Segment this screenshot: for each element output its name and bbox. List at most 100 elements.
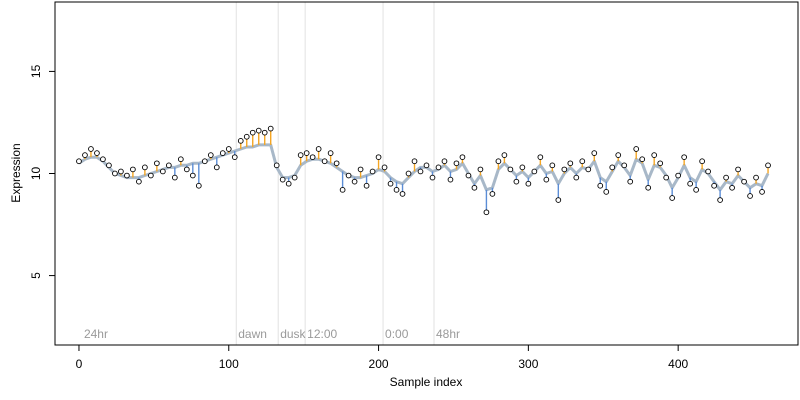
data-point <box>705 168 711 175</box>
data-point <box>729 184 735 191</box>
data-point <box>411 158 418 165</box>
data-point <box>369 168 376 175</box>
data-point <box>237 137 244 144</box>
data-point <box>429 174 436 181</box>
data-point <box>495 158 502 165</box>
data-point <box>309 154 316 161</box>
data-point <box>447 176 454 183</box>
phase-label: 24hr <box>84 327 108 341</box>
data-point <box>82 152 88 158</box>
data-point <box>154 160 160 167</box>
data-point <box>177 156 184 163</box>
data-point <box>699 158 705 165</box>
data-point <box>585 166 592 173</box>
data-point <box>669 195 676 201</box>
data-point <box>531 168 538 175</box>
data-point <box>687 180 693 187</box>
y-axis-title: Expression <box>9 143 23 202</box>
data-point <box>88 146 94 152</box>
x-axis: 0 100 200 300 400 <box>76 344 688 371</box>
phase-label: 12:00 <box>307 327 337 341</box>
data-point <box>387 180 394 187</box>
y-tick-label: 5 <box>29 272 43 279</box>
data-point <box>261 129 268 136</box>
data-point <box>681 154 688 161</box>
data-point <box>741 178 747 185</box>
data-point <box>381 164 388 171</box>
data-point <box>621 162 628 169</box>
data-point <box>112 170 118 177</box>
data-point <box>651 152 658 158</box>
data-point <box>130 166 136 173</box>
data-point <box>711 182 717 189</box>
data-point <box>213 164 220 171</box>
data-point <box>693 186 699 193</box>
data-point <box>573 174 580 181</box>
data-point <box>249 129 256 136</box>
data-point <box>747 193 753 199</box>
data-point <box>633 146 640 152</box>
data-point <box>597 182 604 189</box>
data-point <box>507 166 514 173</box>
data-point <box>717 197 723 203</box>
data-point <box>165 162 172 169</box>
data-point <box>363 182 370 189</box>
data-point <box>106 162 112 169</box>
data-point <box>735 166 741 173</box>
x-tick-label: 0 <box>76 357 83 371</box>
data-point <box>525 180 532 187</box>
data-point <box>627 178 634 185</box>
data-point <box>375 154 382 161</box>
x-axis-title: Sample index <box>390 375 463 389</box>
fitted-curve <box>78 143 770 192</box>
data-point <box>549 162 556 169</box>
data-point <box>723 174 729 181</box>
data-point <box>357 166 364 173</box>
data-point <box>339 186 346 193</box>
data-point <box>537 154 544 161</box>
y-axis: 5 10 15 <box>29 64 56 279</box>
data-point <box>183 166 190 173</box>
data-points <box>76 125 771 216</box>
phase-label: 48hr <box>436 327 460 341</box>
y-tick-label: 15 <box>29 64 43 78</box>
data-point <box>513 178 520 185</box>
fit-line <box>78 143 770 192</box>
data-point <box>399 191 406 197</box>
data-point <box>100 156 106 163</box>
phase-labels: dawn dusk 12:00 0:00 48hr 24hr <box>84 327 460 341</box>
data-point <box>543 176 550 183</box>
data-point <box>124 172 130 179</box>
data-point <box>765 162 771 169</box>
data-point <box>645 184 652 191</box>
x-tick-label: 300 <box>518 357 538 371</box>
data-point <box>609 164 616 171</box>
data-point <box>423 162 430 169</box>
data-point <box>189 172 196 179</box>
data-point <box>435 164 442 171</box>
data-point <box>465 172 472 179</box>
x-tick-label: 100 <box>219 357 239 371</box>
data-point <box>327 150 334 156</box>
phase-marker-lines <box>235 2 435 345</box>
data-point <box>118 168 124 175</box>
data-point <box>477 166 484 173</box>
x-tick-label: 200 <box>369 357 389 371</box>
data-point <box>405 170 412 177</box>
data-point <box>148 172 154 179</box>
data-point <box>255 127 262 134</box>
data-point <box>489 191 496 197</box>
data-point <box>303 150 310 156</box>
data-point <box>195 182 202 189</box>
data-point <box>567 160 574 167</box>
data-point <box>663 174 670 181</box>
data-point <box>561 166 568 173</box>
data-point <box>201 158 208 165</box>
data-point <box>471 184 478 191</box>
data-point <box>459 154 466 161</box>
data-point <box>501 152 508 158</box>
data-point <box>142 164 148 171</box>
phase-label: 0:00 <box>385 327 409 341</box>
data-point <box>441 158 448 165</box>
